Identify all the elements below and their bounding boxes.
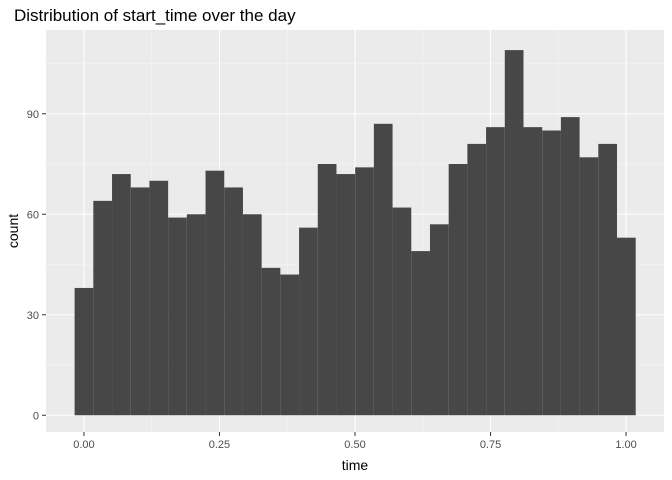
y-axis-title: count <box>5 214 21 248</box>
histogram-bar <box>429 224 449 416</box>
histogram-bar <box>280 274 300 416</box>
histogram-bar <box>448 164 468 416</box>
histogram-bar <box>149 180 169 416</box>
histogram-bars <box>74 50 636 416</box>
histogram-bar <box>130 187 150 416</box>
histogram-bar <box>299 227 318 416</box>
histogram-bar <box>261 267 281 416</box>
histogram-bar <box>373 123 393 416</box>
x-tick-label: 0.00 <box>73 439 94 451</box>
y-tick-label: 90 <box>27 109 39 121</box>
x-tick-label: 1.00 <box>615 439 636 451</box>
x-axis-title: time <box>342 457 369 473</box>
y-tick-label: 60 <box>27 209 39 221</box>
histogram-bar <box>523 127 543 416</box>
histogram-bar <box>616 237 636 416</box>
histogram-bar <box>242 214 262 416</box>
histogram-bar <box>317 164 337 416</box>
histogram-bar <box>93 200 113 416</box>
histogram-bar <box>467 143 487 416</box>
histogram-bar <box>112 174 131 416</box>
chart-title: Distribution of start_time over the day <box>14 6 296 25</box>
y-tick-label: 30 <box>27 310 39 322</box>
x-tick-label: 0.75 <box>480 439 501 451</box>
x-axis-ticks: 0.00 0.25 0.50 0.75 1.00 <box>73 432 637 451</box>
histogram-bar <box>392 207 412 416</box>
histogram-bar <box>205 170 225 416</box>
histogram-bar <box>186 214 206 416</box>
x-tick-label: 0.50 <box>344 439 365 451</box>
y-tick-label: 0 <box>33 410 39 422</box>
histogram-bar <box>598 143 617 416</box>
histogram-bar <box>542 130 561 416</box>
histogram-bar <box>579 157 599 416</box>
histogram-bar <box>355 167 374 416</box>
histogram-bar <box>411 251 430 416</box>
y-axis-ticks: 0 30 60 90 <box>27 109 46 422</box>
x-tick-label: 0.25 <box>209 439 230 451</box>
histogram-bar <box>224 187 243 416</box>
histogram-bar <box>560 117 580 416</box>
histogram-bar <box>504 50 524 416</box>
histogram-bar <box>168 217 187 416</box>
histogram-bar <box>336 174 356 416</box>
histogram-bar <box>74 287 94 416</box>
histogram-bar <box>486 127 505 416</box>
